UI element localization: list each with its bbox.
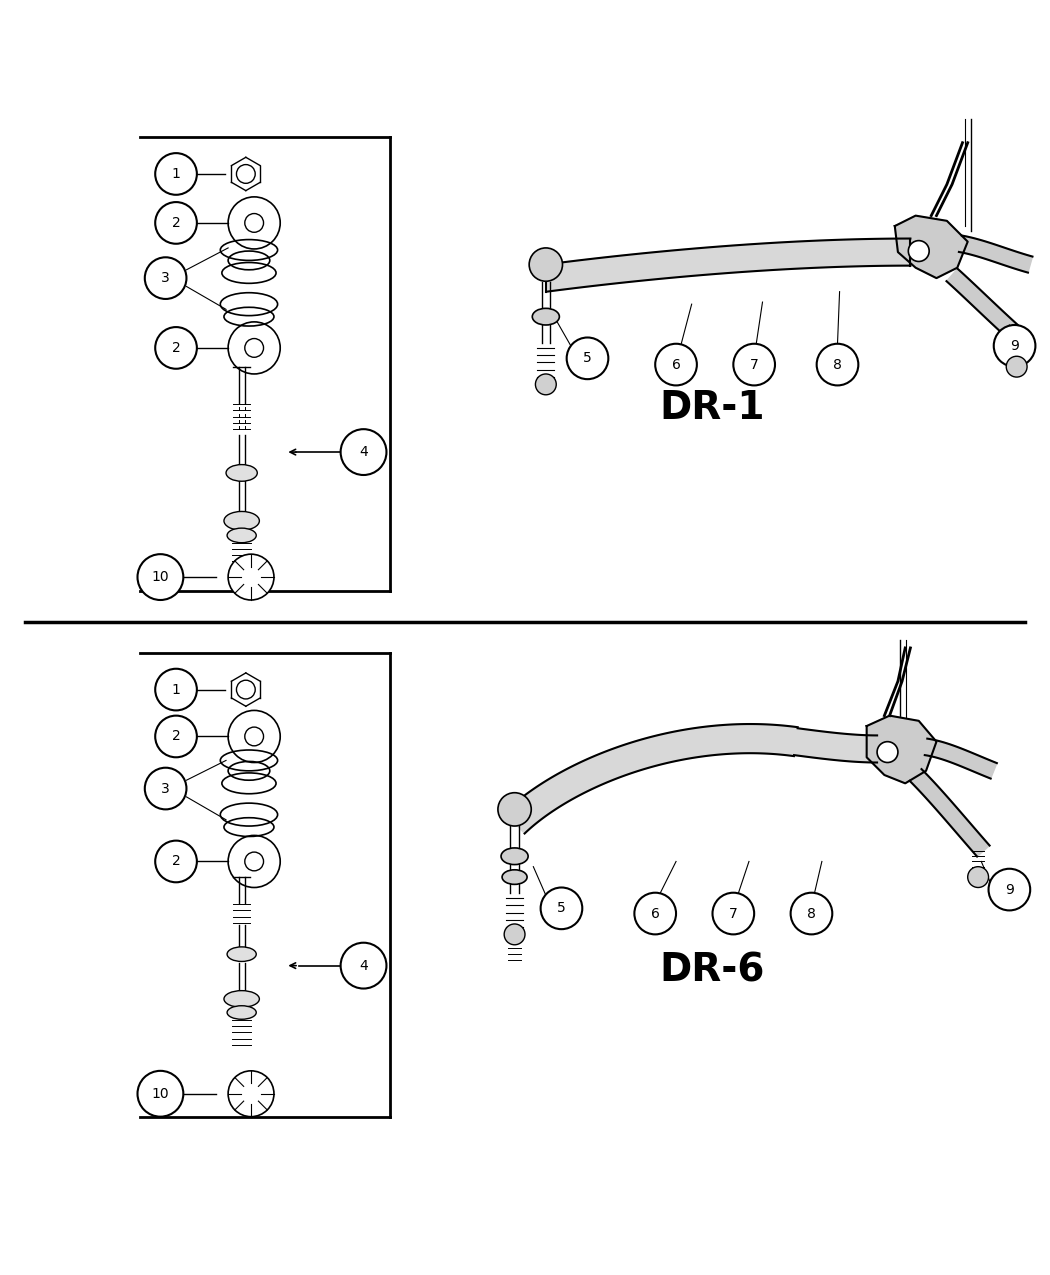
Circle shape bbox=[498, 793, 531, 826]
Text: 9: 9 bbox=[1010, 339, 1018, 353]
Circle shape bbox=[733, 344, 775, 385]
Circle shape bbox=[655, 344, 697, 385]
Polygon shape bbox=[946, 269, 1028, 347]
Circle shape bbox=[877, 742, 898, 762]
Circle shape bbox=[908, 241, 929, 261]
Text: DR-1: DR-1 bbox=[659, 389, 765, 427]
Polygon shape bbox=[959, 236, 1032, 273]
Text: 10: 10 bbox=[151, 570, 169, 584]
Circle shape bbox=[155, 328, 197, 368]
Text: 9: 9 bbox=[1005, 882, 1014, 896]
Text: 4: 4 bbox=[359, 959, 368, 973]
Circle shape bbox=[1006, 356, 1027, 377]
Polygon shape bbox=[544, 238, 910, 292]
Circle shape bbox=[791, 892, 833, 935]
Polygon shape bbox=[505, 724, 798, 834]
Ellipse shape bbox=[532, 309, 560, 325]
Text: 10: 10 bbox=[151, 1086, 169, 1100]
Text: 5: 5 bbox=[558, 901, 566, 915]
Text: 2: 2 bbox=[171, 340, 181, 354]
Circle shape bbox=[145, 768, 187, 810]
Text: 1: 1 bbox=[171, 682, 181, 696]
Circle shape bbox=[988, 868, 1030, 910]
Text: 2: 2 bbox=[171, 215, 181, 230]
Text: 8: 8 bbox=[833, 357, 842, 371]
Ellipse shape bbox=[224, 991, 259, 1007]
Text: 3: 3 bbox=[162, 272, 170, 286]
Ellipse shape bbox=[226, 464, 257, 481]
Text: 4: 4 bbox=[359, 445, 368, 459]
Ellipse shape bbox=[501, 848, 528, 864]
Circle shape bbox=[155, 201, 197, 244]
Circle shape bbox=[993, 325, 1035, 367]
Text: 7: 7 bbox=[750, 357, 758, 371]
Polygon shape bbox=[909, 769, 989, 857]
Circle shape bbox=[228, 1071, 274, 1117]
Text: 2: 2 bbox=[171, 854, 181, 868]
Text: 6: 6 bbox=[651, 907, 659, 921]
Circle shape bbox=[340, 942, 386, 988]
Circle shape bbox=[634, 892, 676, 935]
Circle shape bbox=[504, 924, 525, 945]
Text: 7: 7 bbox=[729, 907, 738, 921]
Polygon shape bbox=[895, 215, 968, 278]
Ellipse shape bbox=[224, 511, 259, 530]
Ellipse shape bbox=[502, 870, 527, 885]
Ellipse shape bbox=[227, 528, 256, 543]
Circle shape bbox=[340, 430, 386, 476]
Circle shape bbox=[228, 555, 274, 601]
Circle shape bbox=[155, 840, 197, 882]
Circle shape bbox=[155, 669, 197, 710]
Polygon shape bbox=[794, 728, 877, 762]
Circle shape bbox=[145, 258, 187, 298]
Polygon shape bbox=[925, 738, 996, 779]
Text: 2: 2 bbox=[171, 729, 181, 743]
Text: DR-6: DR-6 bbox=[659, 952, 765, 989]
Circle shape bbox=[155, 153, 197, 195]
Text: 1: 1 bbox=[171, 167, 181, 181]
Circle shape bbox=[138, 1071, 184, 1117]
Polygon shape bbox=[866, 715, 937, 783]
Circle shape bbox=[529, 247, 563, 282]
Circle shape bbox=[567, 338, 608, 379]
Circle shape bbox=[713, 892, 754, 935]
Text: 5: 5 bbox=[583, 352, 592, 366]
Circle shape bbox=[968, 867, 988, 887]
Circle shape bbox=[155, 715, 197, 757]
Text: 3: 3 bbox=[162, 782, 170, 796]
Ellipse shape bbox=[227, 1006, 256, 1019]
Circle shape bbox=[817, 344, 858, 385]
Text: 6: 6 bbox=[672, 357, 680, 371]
Ellipse shape bbox=[227, 947, 256, 961]
Circle shape bbox=[536, 374, 556, 395]
Text: 8: 8 bbox=[807, 907, 816, 921]
Circle shape bbox=[541, 887, 583, 929]
Circle shape bbox=[138, 555, 184, 601]
